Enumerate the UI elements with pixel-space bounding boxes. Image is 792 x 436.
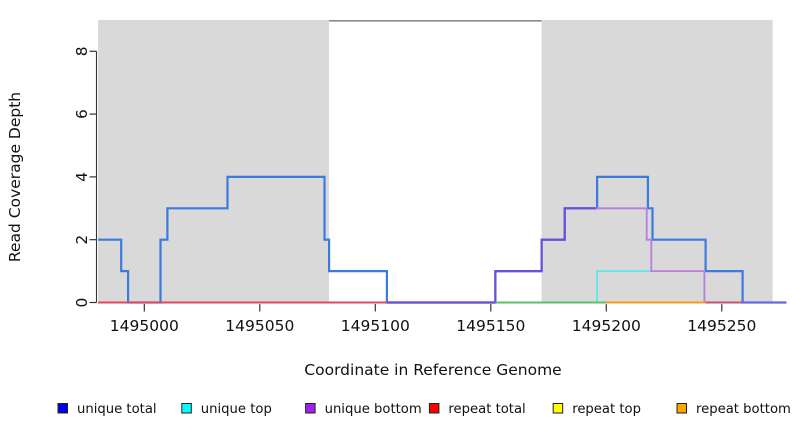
x-tick-label: 1495200 xyxy=(572,317,641,335)
repeat-region-rects xyxy=(98,20,773,303)
x-axis: 1495000 1495050 1495100 1495150 1495200 14952… xyxy=(110,304,756,335)
legend-label-repeat-bottom: repeat bottom xyxy=(696,402,791,417)
legend-swatch-unique-bottom xyxy=(305,403,316,414)
coverage-series xyxy=(98,175,787,304)
legend: unique total unique top unique bottom repea… xyxy=(57,402,791,417)
legend-label-repeat-top: repeat top xyxy=(572,402,641,417)
repeat-region-right xyxy=(541,20,773,303)
y-tick-label: 4 xyxy=(73,172,91,182)
x-tick-label: 1495100 xyxy=(341,317,410,335)
legend-swatch-repeat-bottom xyxy=(676,403,687,414)
y-tick-label: 0 xyxy=(73,298,91,308)
y-axis: 0 2 4 6 8 xyxy=(73,46,98,308)
y-tick-label: 2 xyxy=(73,235,91,245)
legend-label-repeat-total: repeat total xyxy=(448,402,525,417)
unique-bottom-line xyxy=(595,207,742,304)
legend-label-unique-top: unique top xyxy=(201,402,272,417)
repeat-region-left xyxy=(98,20,330,303)
x-tick-label: 1495000 xyxy=(110,317,179,335)
legend-label-unique-bottom: unique bottom xyxy=(325,402,422,417)
y-tick-label: 6 xyxy=(73,109,91,119)
legend-swatch-unique-top xyxy=(181,403,192,414)
y-tick-label: 8 xyxy=(73,46,91,56)
legend-label-unique-total: unique total xyxy=(77,402,157,417)
x-tick-label: 1495150 xyxy=(456,317,525,335)
legend-swatch-repeat-top xyxy=(552,403,564,414)
x-tick-label: 1495050 xyxy=(225,317,294,335)
y-axis-title: Read Coverage Depth xyxy=(6,92,24,262)
unique-top-line xyxy=(596,270,653,303)
x-axis-title: Coordinate in Reference Genome xyxy=(304,361,561,379)
legend-swatch-repeat-total xyxy=(428,403,440,414)
legend-swatch-unique-total xyxy=(57,403,68,414)
x-tick-label: 1495250 xyxy=(687,317,756,335)
unique-bottom-over-total-line xyxy=(386,207,598,304)
